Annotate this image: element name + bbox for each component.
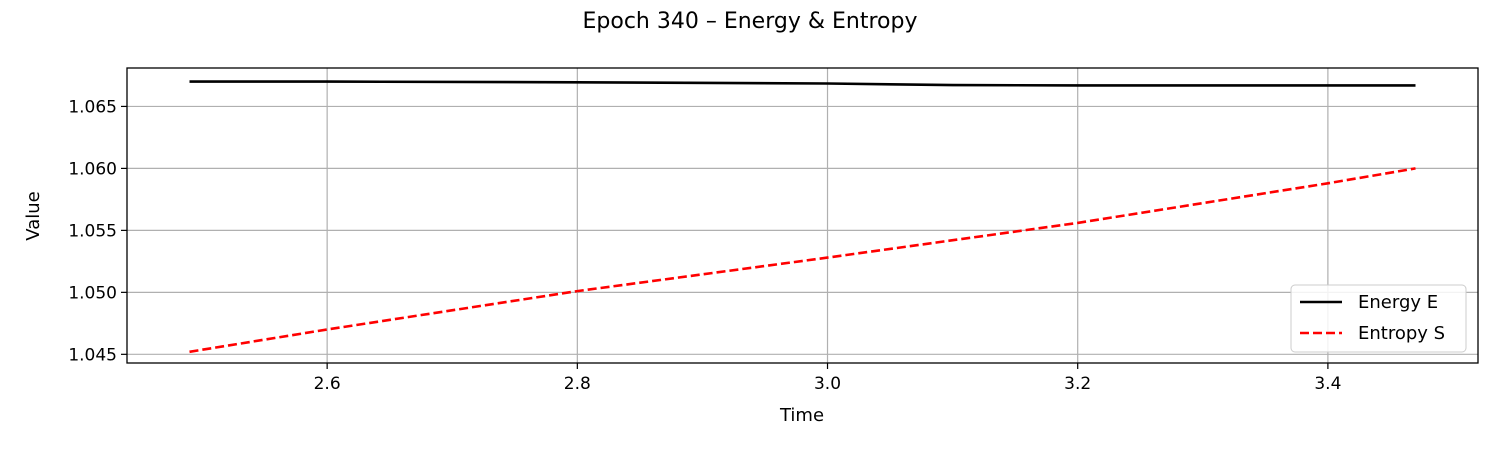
chart-title: Epoch 340 – Energy & Entropy [583, 9, 918, 34]
series-group [189, 80, 1416, 354]
series-line-entropy [189, 167, 1416, 354]
y-tick-label: 1.065 [68, 97, 117, 117]
y-tick-label: 1.050 [68, 283, 117, 303]
series-line-energy [189, 80, 1416, 87]
x-tick-label: 2.6 [314, 374, 341, 394]
y-tick-label: 1.055 [68, 221, 117, 241]
y-axis-label: Value [23, 191, 44, 240]
y-axis: 1.045 1.050 1.055 1.060 1.065 [68, 97, 127, 365]
legend-label-entropy: Entropy S [1358, 323, 1445, 344]
grid [127, 68, 1478, 363]
x-tick-label: 3.0 [814, 374, 841, 394]
x-axis-label: Time [779, 405, 824, 426]
y-tick-label: 1.060 [68, 159, 117, 179]
legend-label-energy: Energy E [1358, 292, 1438, 313]
legend: Energy E Entropy S [1290, 284, 1467, 353]
x-tick-label: 3.4 [1314, 374, 1341, 394]
x-tick-label: 3.2 [1064, 374, 1091, 394]
x-axis: 2.6 2.8 3.0 3.2 3.4 [314, 363, 1341, 394]
x-tick-label: 2.8 [564, 374, 591, 394]
plot-frame [126, 67, 1479, 364]
y-tick-label: 1.045 [68, 345, 117, 365]
